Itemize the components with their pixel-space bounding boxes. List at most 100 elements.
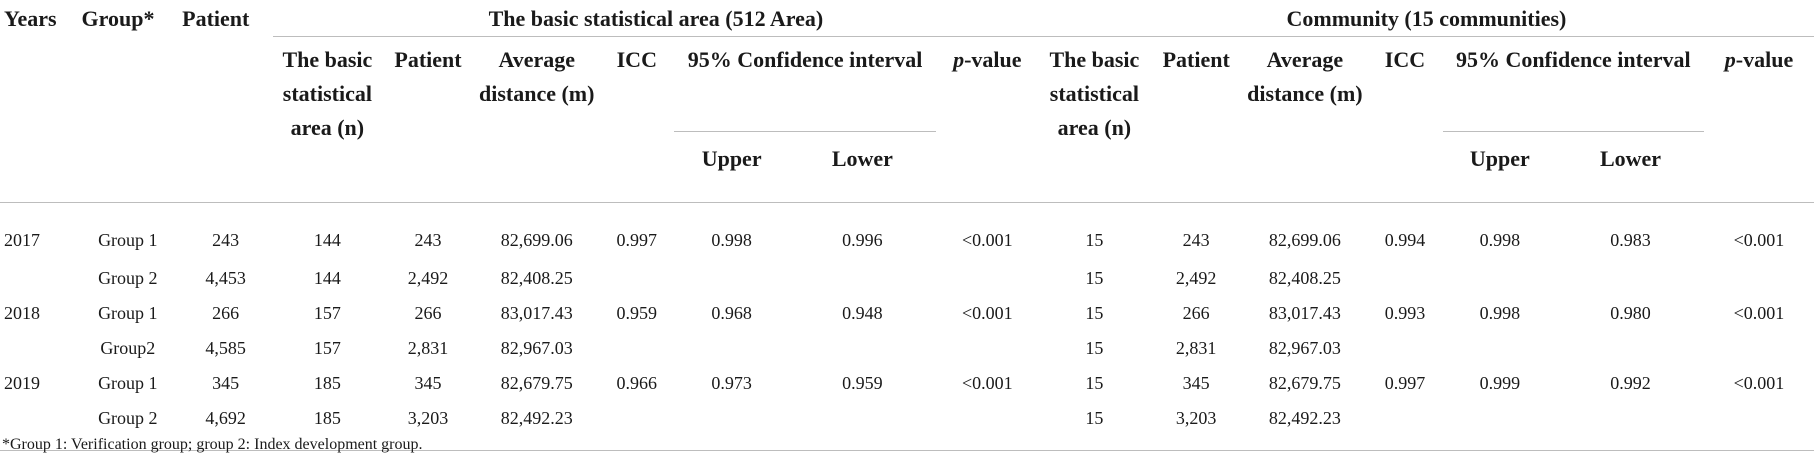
header-bsa-title: The basic statistical area (512 Area)	[273, 0, 1039, 37]
cell-year: 2018	[4, 303, 40, 323]
header-com-ci: 95% Confidence interval	[1442, 36, 1704, 132]
cell-bsa-n: 157	[313, 338, 341, 358]
cell-bsa-lower	[789, 401, 936, 451]
cell-bsa-p	[936, 261, 1039, 296]
table-row: 2019 Group 1 345 185 345 82,679.75 0.966 0.973 0…	[0, 366, 1814, 401]
cell-com-n: 15	[1085, 338, 1104, 358]
cell-bsa-icc	[599, 401, 674, 451]
cell-bsa-n: 144	[313, 229, 341, 250]
header-com-upper: Upper	[1469, 146, 1530, 171]
header-bsa-lower: Lower	[831, 146, 893, 171]
cell-com-lower	[1557, 331, 1704, 366]
cell-year: 2019	[4, 373, 40, 393]
cell-com-dist: 82,699.06	[1268, 229, 1341, 250]
cell-com-patient: 345	[1182, 373, 1210, 393]
cell-bsa-p	[936, 401, 1039, 451]
cell-patient: 4,453	[205, 268, 246, 288]
header-com-avg-distance: Average distance (m)	[1247, 47, 1363, 106]
cell-com-lower: 0.983	[1610, 229, 1651, 250]
cell-bsa-patient: 2,831	[407, 338, 449, 358]
cell-com-dist: 82,492.23	[1268, 408, 1341, 428]
header-bsa-ci: 95% Confidence interval	[674, 36, 936, 132]
cell-bsa-n: 185	[313, 408, 341, 428]
cell-bsa-p: <0.001	[962, 229, 1013, 250]
header-bsa-p-value: p-value	[953, 47, 1022, 72]
cell-com-dist: 82,967.03	[1268, 338, 1341, 358]
cell-com-icc: 0.994	[1384, 229, 1426, 250]
cell-com-upper	[1443, 331, 1558, 366]
cell-bsa-upper: 0.973	[711, 373, 752, 393]
table-row: Group 2 4,692 185 3,203 82,492.23 15 3,203 82,4…	[0, 401, 1814, 451]
cell-bsa-icc	[599, 331, 674, 366]
cell-bsa-patient: 3,203	[407, 408, 449, 428]
cell-com-lower	[1557, 401, 1704, 451]
cell-com-p: <0.001	[1733, 373, 1785, 393]
table-row: 2017 Group 1 243 144 243 82,699.06 0.997 0.998 0…	[0, 203, 1814, 262]
cell-com-icc: 0.993	[1384, 303, 1426, 323]
cell-group: Group 1	[98, 373, 158, 393]
cell-patient: 345	[212, 373, 240, 393]
cell-com-patient: 2,492	[1175, 268, 1217, 288]
cell-bsa-icc: 0.997	[616, 229, 658, 250]
cell-bsa-p: <0.001	[962, 373, 1013, 393]
header-bsa-upper: Upper	[701, 146, 762, 171]
header-community-title: Community (15 communities)	[1038, 0, 1814, 37]
header-com-patient: Patient	[1162, 47, 1230, 72]
cell-bsa-dist: 82,699.06	[500, 229, 573, 250]
cell-bsa-icc: 0.966	[616, 373, 658, 393]
cell-bsa-icc: 0.959	[616, 303, 658, 323]
cell-com-dist: 82,408.25	[1268, 268, 1341, 288]
cell-bsa-lower: 0.996	[842, 229, 883, 250]
cell-bsa-n: 185	[313, 373, 341, 393]
cell-bsa-dist: 82,408.25	[500, 268, 573, 288]
cell-bsa-upper: 0.998	[711, 229, 752, 250]
cell-com-icc	[1367, 331, 1442, 366]
cell-com-patient: 243	[1182, 229, 1210, 250]
cell-bsa-icc	[599, 261, 674, 296]
header-com-area-n: The basic statistical area (n)	[1049, 47, 1140, 140]
footnote: *Group 1: Verification group; group 2: I…	[2, 436, 423, 453]
cell-com-upper: 0.999	[1479, 373, 1521, 393]
header-years: Years	[4, 6, 57, 31]
cell-com-n: 15	[1085, 303, 1104, 323]
cell-com-p	[1704, 261, 1814, 296]
cell-com-p	[1704, 331, 1814, 366]
cell-bsa-dist: 83,017.43	[500, 303, 573, 323]
cell-group: Group2	[100, 338, 156, 358]
cell-com-p: <0.001	[1733, 303, 1785, 323]
cell-bsa-dist: 82,967.03	[500, 338, 573, 358]
table-body: 2017 Group 1 243 144 243 82,699.06 0.997 0.998 0…	[0, 203, 1814, 451]
cell-bsa-lower	[789, 331, 936, 366]
cell-bsa-patient: 2,492	[407, 268, 449, 288]
header-bsa-area-n: The basic statistical area (n)	[282, 47, 373, 140]
cell-com-upper: 0.998	[1479, 303, 1521, 323]
header-group: Group*	[81, 6, 155, 31]
cell-bsa-lower: 0.948	[842, 303, 883, 323]
cell-com-icc	[1367, 261, 1442, 296]
cell-group: Group 1	[98, 229, 158, 250]
cell-bsa-upper	[674, 261, 789, 296]
cell-patient: 243	[212, 229, 240, 250]
cell-bsa-patient: 266	[414, 303, 442, 323]
cell-com-lower	[1557, 261, 1704, 296]
cell-com-p: <0.001	[1733, 229, 1785, 250]
cell-com-n: 15	[1085, 408, 1104, 428]
cell-bsa-dist: 82,679.75	[500, 373, 573, 393]
cell-com-n: 15	[1085, 268, 1104, 288]
cell-com-upper: 0.998	[1479, 229, 1521, 250]
cell-com-patient: 2,831	[1175, 338, 1217, 358]
cell-group: Group 2	[98, 268, 158, 288]
cell-com-p	[1704, 401, 1814, 451]
cell-patient: 4,585	[205, 338, 246, 358]
cell-year	[0, 261, 78, 296]
cell-year: 2017	[4, 229, 40, 250]
cell-bsa-patient: 243	[414, 229, 442, 250]
table-row: Group 2 4,453 144 2,492 82,408.25 15 2,492 82,4…	[0, 261, 1814, 296]
cell-bsa-upper	[674, 331, 789, 366]
cell-group: Group 1	[98, 303, 158, 323]
cell-com-icc	[1367, 401, 1442, 451]
cell-com-n: 15	[1085, 229, 1104, 250]
cell-bsa-lower	[789, 261, 936, 296]
cell-year	[0, 331, 78, 366]
